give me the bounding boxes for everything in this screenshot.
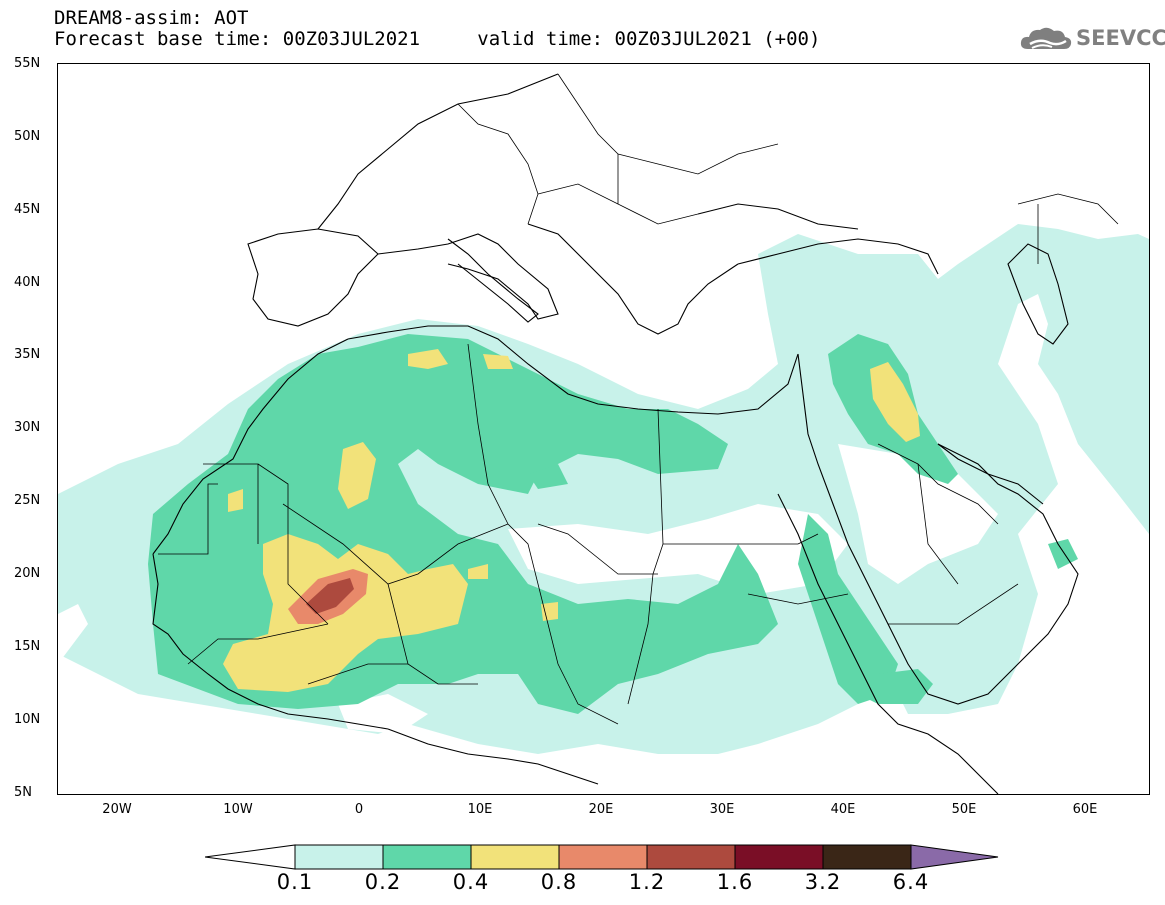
lon-label: 10W [223, 802, 253, 817]
aot-contour-0-4 [223, 534, 468, 692]
colorbar-high-arrow [910, 844, 999, 870]
lon-label: 20W [102, 802, 132, 817]
lon-label: 40E [830, 802, 856, 817]
colorbar-swatch [470, 844, 560, 870]
lat-label: 25N [14, 493, 41, 508]
colorbar-label: 0.8 [540, 870, 578, 894]
colorbar-label: 0.2 [364, 870, 402, 894]
aot-map [57, 63, 1150, 795]
logo-text: SEEVCCC [1076, 26, 1165, 50]
colorbar-label: 0.4 [452, 870, 490, 894]
lon-label: 50E [951, 802, 977, 817]
lon-label: 10E [467, 802, 493, 817]
lon-label: 30E [709, 802, 735, 817]
colorbar-swatch [382, 844, 472, 870]
colorbar-swatch [822, 844, 912, 870]
colorbar-label: 1.6 [716, 870, 754, 894]
colorbar-low-arrow [205, 844, 296, 870]
colorbar-swatch [646, 844, 736, 870]
map-canvas [58, 73, 1149, 794]
lat-label: 30N [14, 420, 41, 435]
lat-label: 20N [14, 566, 41, 581]
lon-label: 60E [1072, 802, 1098, 817]
colorbar-label: 6.4 [892, 870, 930, 894]
colorbar [205, 844, 999, 870]
colorbar-label: 1.2 [628, 870, 666, 894]
cloud-icon [1020, 27, 1072, 49]
lat-label: 10N [14, 712, 41, 727]
colorbar-swatch [294, 844, 384, 870]
aot-contour-1-2 [306, 578, 354, 614]
country-borders [158, 73, 1119, 725]
lat-label: 45N [14, 202, 41, 217]
lon-label: 0 [354, 802, 364, 817]
seevccc-logo: SEEVCCC [1018, 22, 1165, 56]
title-base-time: Forecast base time: 00Z03JUL2021 [54, 28, 421, 50]
title-valid-time: valid time: 00Z03JUL2021 (+00) [477, 28, 821, 50]
colorbar-swatch [558, 844, 648, 870]
lat-label: 35N [14, 347, 41, 362]
colorbar-label: 3.2 [804, 870, 842, 894]
colorbar-swatch [734, 844, 824, 870]
coastlines [152, 73, 1079, 794]
lat-label: 55N [14, 56, 41, 71]
title-line-1: DREAM8-assim: AOT [54, 7, 249, 29]
colorbar-label: 0.1 [276, 870, 314, 894]
lat-label: 15N [14, 639, 41, 654]
lon-label: 20E [588, 802, 614, 817]
map-title: DREAM8-assim: AOT Forecast base time: 00… [54, 8, 820, 50]
lat-label: 50N [14, 129, 41, 144]
lat-label: 40N [14, 275, 41, 290]
lat-label: 5N [14, 785, 32, 800]
